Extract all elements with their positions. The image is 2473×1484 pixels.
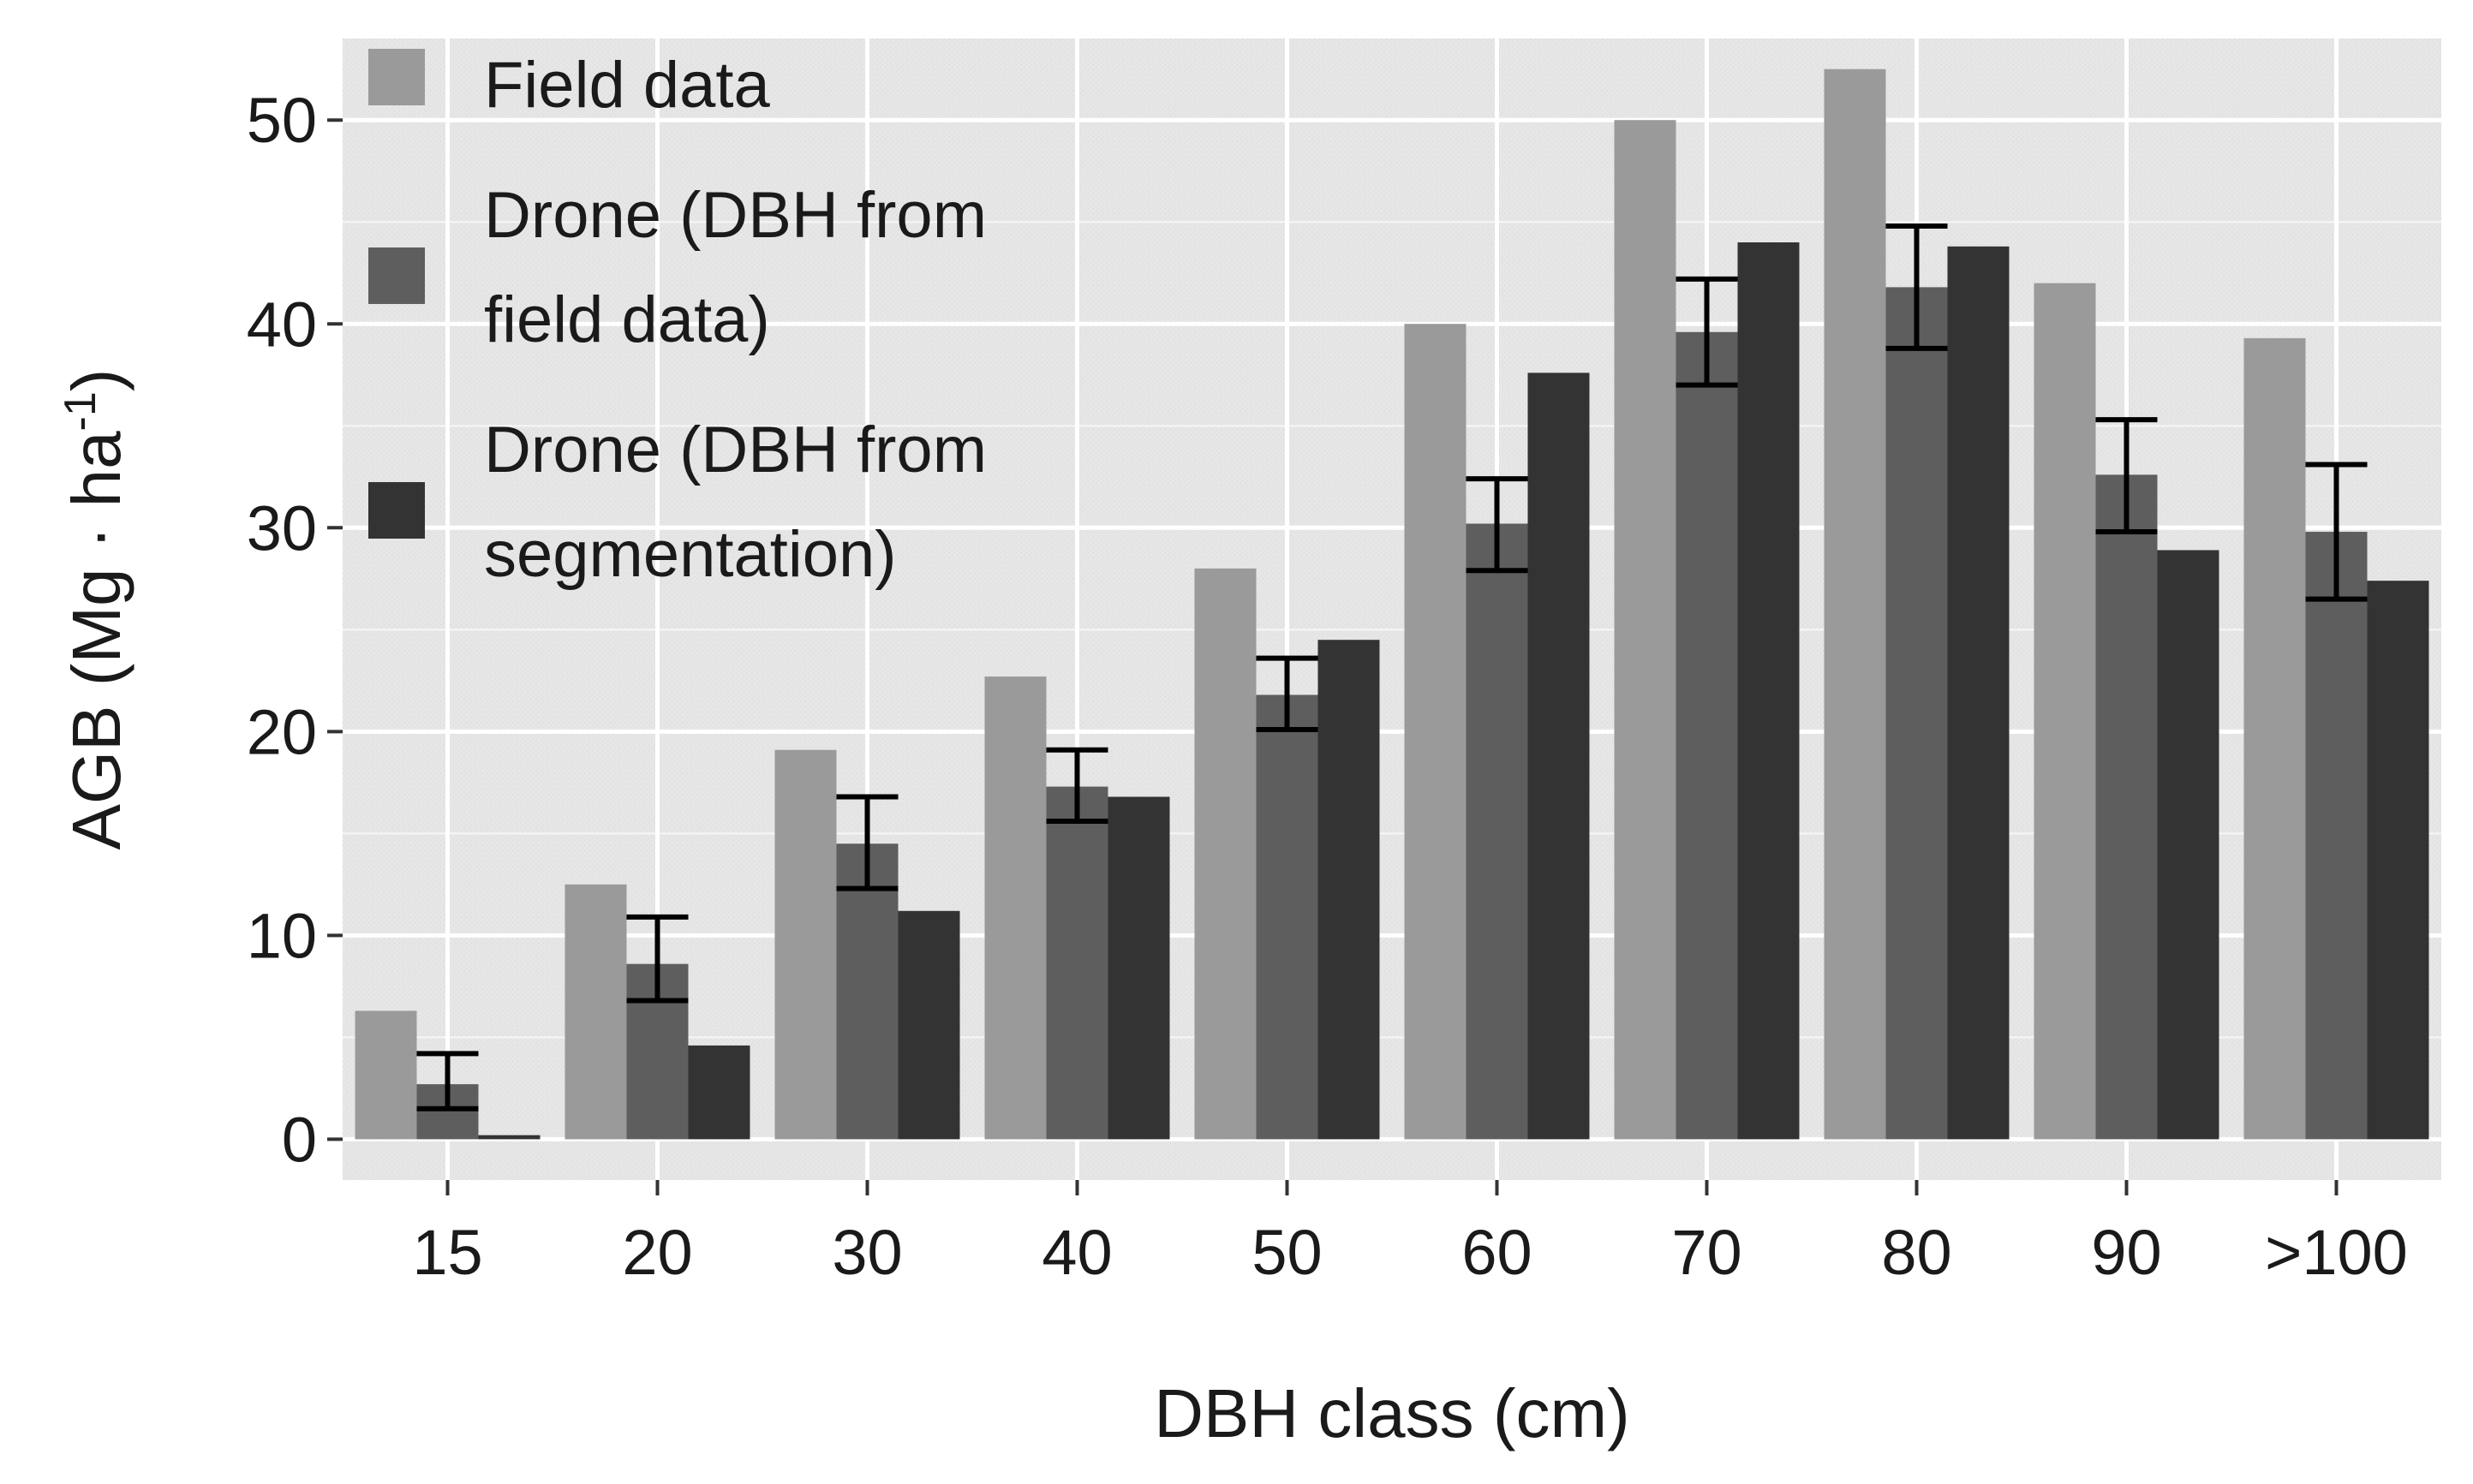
y-tick-label: 20	[247, 696, 317, 767]
bars	[355, 69, 2429, 1140]
bar-2->100	[2305, 532, 2368, 1140]
bar-1-90	[2034, 283, 2096, 1140]
y-tick-label: 0	[282, 1104, 317, 1175]
legend-label-2: field data)	[484, 283, 770, 356]
legend-label-1: Field data	[484, 49, 770, 122]
y-tick-label: 30	[247, 492, 317, 563]
legend-label-2: Drone (DBH from	[484, 179, 987, 252]
y-axis-title-superscript: -1	[56, 391, 105, 431]
bar-1-15	[355, 1010, 417, 1140]
x-tick-label: 30	[832, 1217, 902, 1288]
bar-2-30	[836, 843, 899, 1140]
bar-3-50	[1317, 640, 1380, 1140]
bar-2-60	[1466, 523, 1528, 1140]
y-axis-title-main: AGB (Mg · ha	[58, 431, 134, 850]
bar-1-40	[984, 676, 1047, 1140]
bar-3-15	[478, 1135, 541, 1140]
x-tick-label: 80	[1881, 1217, 1951, 1288]
legend-label-3: segmentation)	[484, 518, 897, 591]
y-axis-title-close: )	[58, 369, 134, 392]
bar-3-20	[688, 1045, 750, 1140]
bar-2-70	[1676, 331, 1738, 1140]
bar-3->100	[2367, 581, 2429, 1140]
legend-key-2	[368, 247, 425, 304]
axes: 0 10 20 30 40 50 15 20 30 40 50 60 70 80 90 >100	[247, 85, 2408, 1288]
bar-3-40	[1108, 796, 1170, 1140]
bar-3-90	[2157, 550, 2219, 1140]
legend: Field data Drone (DBH from field data) Dron…	[368, 49, 987, 591]
bar-3-70	[1737, 242, 1800, 1140]
bar-1-80	[1824, 69, 1886, 1140]
legend-key-3	[368, 482, 425, 539]
legend-key-1	[368, 49, 425, 105]
x-tick-label: 60	[1461, 1217, 1532, 1288]
x-tick-label: >100	[2265, 1217, 2408, 1288]
error-bars	[416, 223, 2368, 1112]
bar-2-40	[1046, 786, 1108, 1140]
bar-2-90	[2095, 474, 2158, 1140]
bar-3-60	[1527, 372, 1590, 1140]
x-axis-title: DBH class (cm)	[1154, 1375, 1630, 1451]
bar-3-30	[898, 910, 960, 1140]
y-tick-label: 40	[247, 289, 317, 360]
bar-2-50	[1256, 694, 1318, 1140]
y-tick-label: 50	[247, 85, 317, 156]
x-tick-label: 40	[1042, 1217, 1112, 1288]
bar-3-80	[1947, 246, 2010, 1140]
x-tick-label: 50	[1251, 1217, 1322, 1288]
bar-1-20	[564, 884, 627, 1140]
y-axis-title: AGB (Mg · ha-1)	[56, 369, 134, 850]
bar-1-50	[1194, 568, 1257, 1140]
bar-1->100	[2243, 337, 2306, 1140]
x-tick-label: 90	[2091, 1217, 2161, 1288]
x-tick-label: 70	[1671, 1217, 1741, 1288]
bar-2-80	[1885, 287, 1948, 1140]
x-tick-label: 20	[622, 1217, 692, 1288]
legend-label-3: Drone (DBH from	[484, 414, 987, 486]
bar-1-30	[774, 749, 837, 1140]
y-tick-label: 10	[247, 900, 317, 971]
bar-1-60	[1404, 324, 1466, 1140]
bar-1-70	[1614, 120, 1676, 1140]
x-tick-label: 15	[412, 1217, 482, 1288]
